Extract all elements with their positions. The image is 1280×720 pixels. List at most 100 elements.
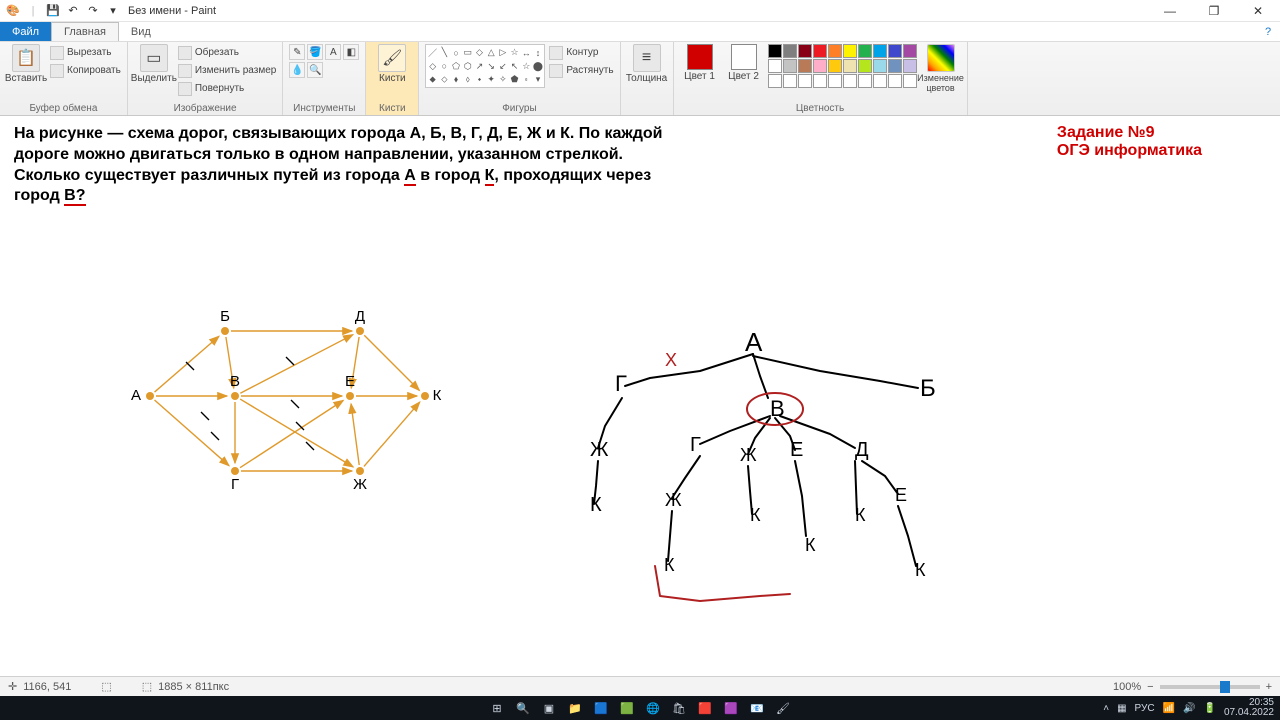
palette-swatch[interactable] <box>903 44 917 58</box>
palette-swatch[interactable] <box>798 44 812 58</box>
edit-colors-button[interactable]: Изменение цветов <box>921 44 961 93</box>
qat-menu-icon[interactable]: ▾ <box>104 2 122 20</box>
zoom-control[interactable]: 100% − + <box>1113 681 1272 693</box>
tool-grid: ✎ 🪣 A ◧ 💧 🔍 <box>289 44 359 78</box>
palette-swatch[interactable] <box>813 59 827 73</box>
app4-icon[interactable]: 🟪 <box>720 699 742 717</box>
titlebar: 🎨 | 💾 ↶ ↷ ▾ Без имени - Paint — ❐ ✕ <box>0 0 1280 22</box>
help-icon[interactable]: ? <box>1256 22 1280 41</box>
color2-button[interactable]: Цвет 2 <box>724 44 764 82</box>
palette-swatch[interactable] <box>843 59 857 73</box>
app5-icon[interactable]: 📧 <box>746 699 768 717</box>
svg-text:Г: Г <box>690 434 701 456</box>
palette-swatch[interactable] <box>828 74 842 88</box>
window-maximize-button[interactable]: ❐ <box>1192 0 1236 22</box>
select-button[interactable]: ▭ Выделить <box>134 44 174 84</box>
palette-swatch[interactable] <box>873 59 887 73</box>
svg-text:К: К <box>433 387 442 404</box>
tray-volume-icon[interactable]: 🔊 <box>1183 703 1195 714</box>
search-icon[interactable]: 🔍 <box>512 699 534 717</box>
tab-view[interactable]: Вид <box>119 22 163 41</box>
tool-picker-icon[interactable]: 💧 <box>289 62 305 78</box>
tray-battery-icon[interactable]: 🔋 <box>1203 703 1215 714</box>
window-minimize-button[interactable]: — <box>1148 0 1192 22</box>
tray-app-icon[interactable]: ▦ <box>1117 703 1126 714</box>
store-icon[interactable]: 🛍 <box>668 699 690 717</box>
copy-button[interactable]: Копировать <box>50 62 121 79</box>
cut-button[interactable]: Вырезать <box>50 44 121 61</box>
crop-button[interactable]: Обрезать <box>178 44 276 61</box>
qat-undo-icon[interactable]: ↶ <box>64 2 82 20</box>
edge-icon[interactable]: 🌐 <box>642 699 664 717</box>
group-tools-label: Инструменты <box>289 102 359 114</box>
palette-swatch[interactable] <box>828 59 842 73</box>
palette-swatch[interactable] <box>768 44 782 58</box>
explorer-icon[interactable]: 📁 <box>564 699 586 717</box>
qat-redo-icon[interactable]: ↷ <box>84 2 102 20</box>
palette-swatch[interactable] <box>888 59 902 73</box>
qat-save-icon[interactable]: 💾 <box>44 2 62 20</box>
tool-eraser-icon[interactable]: ◧ <box>343 44 359 60</box>
system-tray[interactable]: ˄ ▦ РУС 📶 🔊 🔋 20:35 07.04.2022 <box>1103 698 1274 718</box>
palette-swatch[interactable] <box>858 44 872 58</box>
palette-swatch[interactable] <box>843 74 857 88</box>
color1-button[interactable]: Цвет 1 <box>680 44 720 82</box>
shape-outline-button[interactable]: Контур <box>549 44 613 61</box>
zoom-slider[interactable] <box>1160 685 1260 689</box>
paste-button[interactable]: 📋 Вставить <box>6 44 46 84</box>
tray-lang[interactable]: РУС <box>1135 703 1155 714</box>
palette-swatch[interactable] <box>798 74 812 88</box>
tray-clock[interactable]: 20:35 07.04.2022 <box>1224 698 1274 718</box>
palette-swatch[interactable] <box>768 74 782 88</box>
work-area: На рисунке — схема дорог, связывающих го… <box>0 116 1280 676</box>
tray-chevron-icon[interactable]: ˄ <box>1103 703 1109 714</box>
palette-swatch[interactable] <box>888 44 902 58</box>
palette-swatch[interactable] <box>768 59 782 73</box>
shapes-gallery[interactable]: ／╲○▭◇△▷☆↔↕ ◇○⬠⬡↗↘↙↖☆⬤ ⬥⬦⬧⬨⬩✦✧⬟⬞▾ <box>425 44 545 88</box>
start-icon[interactable]: ⊞ <box>486 699 508 717</box>
palette-swatch[interactable] <box>903 59 917 73</box>
app3-icon[interactable]: 🟥 <box>694 699 716 717</box>
palette-swatch[interactable] <box>783 44 797 58</box>
app1-icon[interactable]: 🟦 <box>590 699 612 717</box>
window-title: Без имени - Paint <box>128 5 216 17</box>
shape-fill-button[interactable]: Растянуть <box>549 62 613 79</box>
tab-home[interactable]: Главная <box>51 22 119 41</box>
palette-swatch[interactable] <box>873 74 887 88</box>
tool-fill-icon[interactable]: 🪣 <box>307 44 323 60</box>
palette-swatch[interactable] <box>813 44 827 58</box>
tray-wifi-icon[interactable]: 📶 <box>1163 703 1175 714</box>
palette-swatch[interactable] <box>828 44 842 58</box>
palette-swatch[interactable] <box>858 74 872 88</box>
canvas[interactable]: На рисунке — схема дорог, связывающих го… <box>0 116 1238 676</box>
brushes-button[interactable]: 🖌 Кисти <box>372 44 412 84</box>
tool-pencil-icon[interactable]: ✎ <box>289 44 305 60</box>
rotate-button[interactable]: Повернуть <box>178 80 276 97</box>
paint-app-icon: 🎨 <box>4 2 22 20</box>
svg-text:К: К <box>590 494 602 516</box>
palette-swatch[interactable] <box>873 44 887 58</box>
palette-swatch[interactable] <box>843 44 857 58</box>
taskview-icon[interactable]: ▣ <box>538 699 560 717</box>
window-close-button[interactable]: ✕ <box>1236 0 1280 22</box>
app6-icon[interactable]: 🖌 <box>772 699 794 717</box>
palette-swatch[interactable] <box>798 59 812 73</box>
resize-button[interactable]: Изменить размер <box>178 62 276 79</box>
palette-swatch[interactable] <box>903 74 917 88</box>
tool-zoom-icon[interactable]: 🔍 <box>307 62 323 78</box>
thickness-button[interactable]: ≡ Толщина <box>627 44 667 84</box>
tab-file[interactable]: Файл <box>0 22 51 41</box>
app2-icon[interactable]: 🟩 <box>616 699 638 717</box>
zoom-out-icon[interactable]: − <box>1147 681 1153 693</box>
palette-swatch[interactable] <box>783 74 797 88</box>
tool-text-icon[interactable]: A <box>325 44 341 60</box>
palette-swatch[interactable] <box>858 59 872 73</box>
svg-text:Д: Д <box>855 439 869 461</box>
palette-swatch[interactable] <box>783 59 797 73</box>
palette-swatch[interactable] <box>888 74 902 88</box>
color-palette[interactable] <box>768 44 917 88</box>
selection-icon: ⬚ <box>101 680 111 693</box>
palette-swatch[interactable] <box>813 74 827 88</box>
group-brushes-label: Кисти <box>372 102 412 114</box>
zoom-in-icon[interactable]: + <box>1266 681 1272 693</box>
